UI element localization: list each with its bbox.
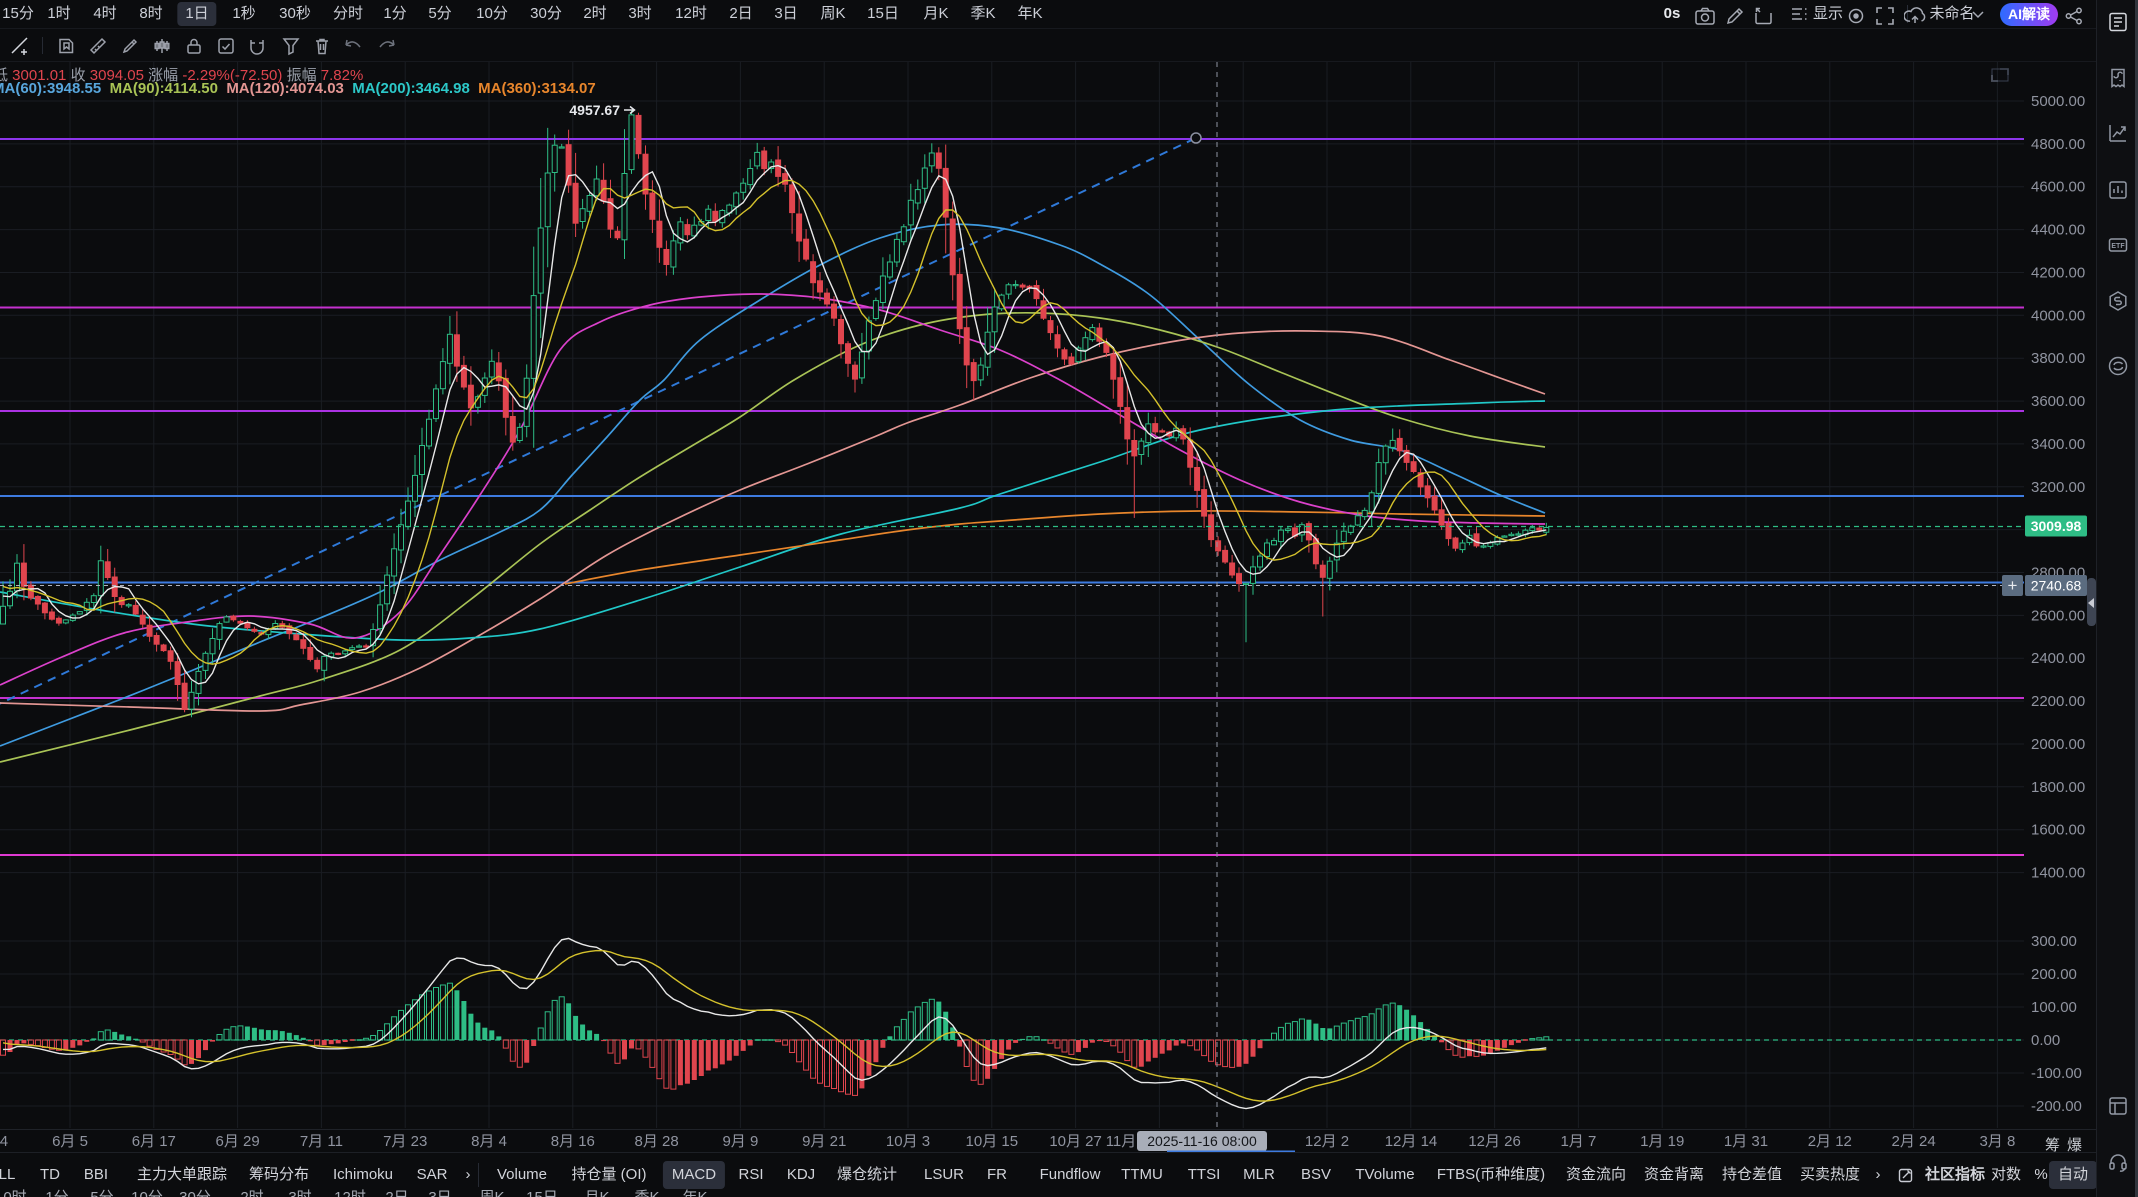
svg-text:6月 5: 6月 5 xyxy=(52,1133,88,1150)
svg-text:300.00: 300.00 xyxy=(2031,933,2077,950)
svg-text:0.00: 0.00 xyxy=(2031,1032,2060,1049)
svg-text:100.00: 100.00 xyxy=(2031,999,2077,1016)
svg-text:3400.00: 3400.00 xyxy=(2031,436,2085,453)
svg-text:9月 9: 9月 9 xyxy=(722,1133,758,1150)
svg-text:3009.98: 3009.98 xyxy=(2031,518,2082,534)
svg-text:2025-11-16 08:00: 2025-11-16 08:00 xyxy=(1147,1133,1257,1149)
svg-text:1800.00: 1800.00 xyxy=(2031,779,2085,796)
svg-text:3600.00: 3600.00 xyxy=(2031,393,2085,410)
svg-text:1月 31: 1月 31 xyxy=(1724,1133,1768,1150)
svg-text:2000.00: 2000.00 xyxy=(2031,736,2085,753)
svg-text:4000.00: 4000.00 xyxy=(2031,307,2085,324)
svg-text:2月 12: 2月 12 xyxy=(1808,1133,1852,1150)
svg-text:3月 8: 3月 8 xyxy=(1979,1133,2015,1150)
svg-text:7月 11: 7月 11 xyxy=(300,1133,343,1150)
svg-text:3200.00: 3200.00 xyxy=(2031,479,2085,496)
svg-text:4600.00: 4600.00 xyxy=(2031,179,2085,196)
svg-text:5000.00: 5000.00 xyxy=(2031,93,2085,110)
svg-text:1400.00: 1400.00 xyxy=(2031,865,2085,882)
svg-text:ETF: ETF xyxy=(2111,243,2125,250)
svg-text:4800.00: 4800.00 xyxy=(2031,136,2085,153)
svg-text:-100.00: -100.00 xyxy=(2031,1065,2082,1082)
svg-text:1月 7: 1月 7 xyxy=(1560,1133,1596,1150)
svg-text:7月 23: 7月 23 xyxy=(383,1133,427,1150)
svg-text:8月 16: 8月 16 xyxy=(551,1133,595,1150)
svg-text:8月 28: 8月 28 xyxy=(634,1133,678,1150)
svg-text:4400.00: 4400.00 xyxy=(2031,222,2085,239)
svg-text:1月 19: 1月 19 xyxy=(1640,1133,1684,1150)
svg-text:10月 3: 10月 3 xyxy=(886,1133,930,1150)
svg-text:2400.00: 2400.00 xyxy=(2031,650,2085,667)
svg-text:筹: 筹 xyxy=(2045,1137,2060,1154)
svg-text:-200.00: -200.00 xyxy=(2031,1098,2082,1115)
svg-text:10月 15: 10月 15 xyxy=(966,1133,1019,1150)
svg-text:9月 21: 9月 21 xyxy=(802,1133,846,1150)
svg-text:6月 17: 6月 17 xyxy=(132,1133,176,1150)
svg-text:4200.00: 4200.00 xyxy=(2031,264,2085,281)
svg-text:1600.00: 1600.00 xyxy=(2031,822,2085,839)
svg-text:200.00: 200.00 xyxy=(2031,966,2077,983)
svg-text:11月: 11月 xyxy=(1106,1133,1137,1150)
svg-text:3800.00: 3800.00 xyxy=(2031,350,2085,367)
svg-text:5月 24: 5月 24 xyxy=(0,1133,8,1150)
svg-text:2740.68: 2740.68 xyxy=(2031,578,2082,594)
svg-text:10月 27: 10月 27 xyxy=(1049,1133,1102,1150)
svg-text:2200.00: 2200.00 xyxy=(2031,693,2085,710)
svg-text:+: + xyxy=(2008,576,2018,595)
svg-text:12月 26: 12月 26 xyxy=(1468,1133,1521,1150)
svg-text:4957.67: 4957.67 xyxy=(569,102,620,118)
svg-text:2600.00: 2600.00 xyxy=(2031,607,2085,624)
svg-text:12月 14: 12月 14 xyxy=(1385,1133,1438,1150)
svg-text:6月 29: 6月 29 xyxy=(215,1133,259,1150)
svg-text:8月 4: 8月 4 xyxy=(471,1133,507,1150)
svg-text:12月 2: 12月 2 xyxy=(1305,1133,1349,1150)
svg-text:爆: 爆 xyxy=(2067,1137,2082,1154)
svg-text:2月 24: 2月 24 xyxy=(1891,1133,1935,1150)
